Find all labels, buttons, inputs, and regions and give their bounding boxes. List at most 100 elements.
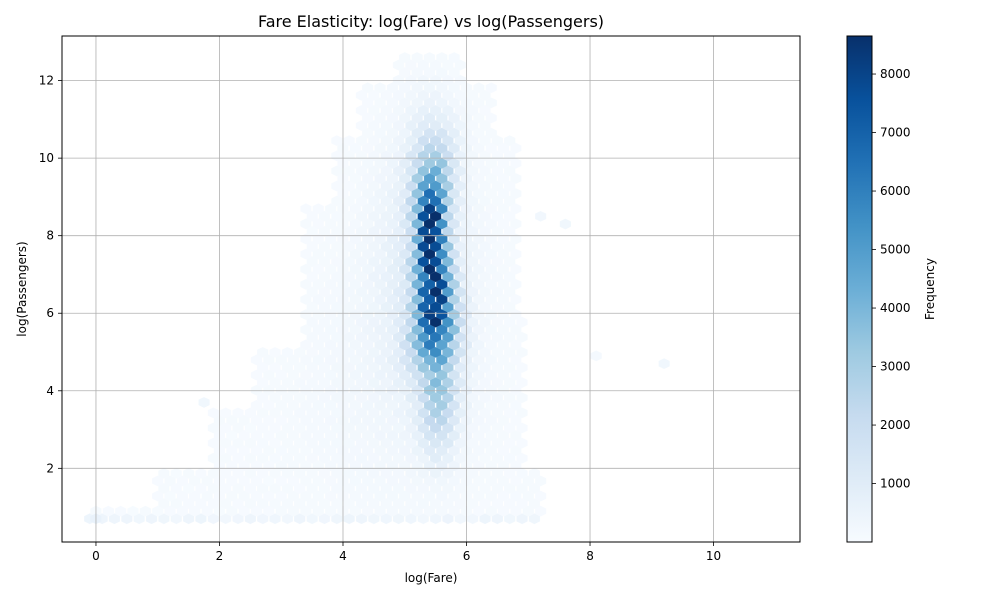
hexbin-cell <box>448 127 460 139</box>
grid-lines <box>62 36 800 542</box>
hexbin-cell <box>325 203 337 215</box>
hexbin-cell <box>386 475 398 487</box>
hexbin-cell <box>325 218 337 230</box>
plot-area-frame <box>61 35 801 543</box>
hexbin-cell <box>448 354 460 366</box>
hexbin-cell <box>405 105 417 116</box>
hexbin-cell <box>368 165 380 177</box>
hexbin-cell <box>356 513 368 525</box>
hexbin-cell <box>349 278 361 290</box>
hexbin-cell <box>312 278 324 290</box>
hexbin-cell <box>516 452 528 464</box>
hexbin-cell <box>331 316 343 328</box>
hexbin-cell <box>485 218 497 230</box>
hexbin-cell <box>436 475 448 487</box>
hexbin-cell <box>658 358 670 370</box>
hexbin-cell <box>454 452 466 464</box>
hexbin-cell <box>436 490 448 502</box>
hexbin-cell <box>491 392 503 404</box>
y-axis-label: log(Passengers) <box>15 241 29 336</box>
colorbar-tick-label: 5000 <box>880 243 911 257</box>
hexbin-cell <box>226 490 238 502</box>
hexbin-cell <box>504 135 516 147</box>
hexbin-cell <box>281 392 293 404</box>
hexbin-cell <box>485 475 497 487</box>
hexbin-cell <box>368 452 380 464</box>
hexbin-cell <box>399 339 411 351</box>
hexbin-cell <box>102 505 114 517</box>
hexbin-cell <box>510 415 522 426</box>
hexbin-cell <box>269 437 281 449</box>
hexbin-cell <box>374 354 386 366</box>
hexbin-cell <box>436 278 448 290</box>
hexbin-cell <box>405 256 417 268</box>
hexbin-cell <box>232 452 244 464</box>
hexbin-cell <box>386 127 398 139</box>
hexbin-cell <box>263 399 275 411</box>
hexbin-cell <box>467 377 479 389</box>
x-tick-label: 8 <box>586 549 594 563</box>
hexbin-cell <box>250 475 263 487</box>
hexbin-cell <box>436 399 448 411</box>
hexbin-cell <box>232 437 244 449</box>
hexbin-cell <box>380 301 392 313</box>
hexbin-cell <box>436 354 448 366</box>
hexbin-cell <box>473 339 485 351</box>
hexbin-cell <box>411 475 423 487</box>
hexbin-cell <box>399 52 411 63</box>
hexbin-cell <box>300 415 312 426</box>
hexbin-cell <box>362 203 374 215</box>
hexbin-cell <box>288 430 300 441</box>
hexbin-cell <box>275 354 287 366</box>
y-tick-label: 10 <box>39 151 54 165</box>
hexbin-cell <box>306 241 318 252</box>
hexbin-cell <box>454 241 466 252</box>
hexbin-cell <box>405 316 417 328</box>
hexbin-cell <box>380 105 392 116</box>
y-axis-ticks: 2 4 6 8 10 12 <box>39 74 62 475</box>
hexbin-cell <box>374 415 386 426</box>
hexbin-cell <box>423 67 435 79</box>
hexbin-cell <box>349 490 361 502</box>
hexbin-cell <box>510 354 522 366</box>
hexbin-cell <box>275 475 287 487</box>
hexbin-cell <box>454 120 466 131</box>
hexbin-cell <box>448 278 460 290</box>
hexbin-cell <box>176 475 189 487</box>
hexbin-cell <box>380 377 392 389</box>
hexbin-cell <box>436 339 448 351</box>
hexbin-cell <box>356 437 368 449</box>
hexbin-cell <box>467 120 479 131</box>
hexbin-cell <box>442 89 454 101</box>
hexbin-cell <box>331 452 343 464</box>
hexbin-cell <box>386 339 398 351</box>
hexbin-cell <box>220 513 232 525</box>
hexbin-cell <box>362 430 374 441</box>
hexbin-cell <box>362 309 374 320</box>
hexbin-cell <box>436 82 448 94</box>
hexbin-cell <box>411 490 423 502</box>
hexbin-cell <box>399 475 411 487</box>
hexbin-cell <box>423 415 435 426</box>
hexbin-cell <box>331 180 343 192</box>
hexbin-cell <box>374 203 386 215</box>
hexbin-cell <box>393 241 405 252</box>
hexbin-cell <box>442 105 454 116</box>
hexbin-cell <box>374 142 386 154</box>
hexbin-cell <box>473 415 485 426</box>
hexbin-cell <box>430 452 442 464</box>
hexbin-cell <box>312 475 324 487</box>
hexbin-cell <box>325 263 337 275</box>
hexbin-cell <box>479 377 491 389</box>
hexbin-cell <box>473 82 485 94</box>
hexbin-cell <box>325 475 337 487</box>
hexbin-cell <box>405 392 417 404</box>
hexbin-cell <box>300 354 312 366</box>
hexbin-cell <box>380 513 392 525</box>
hexbin-cell <box>498 430 510 441</box>
hexbin-cell <box>281 377 293 389</box>
hexbin-cell <box>257 392 269 404</box>
hexbin-cell <box>374 278 386 290</box>
hexbin-cell <box>368 256 380 268</box>
hexbin-cell <box>380 89 392 101</box>
